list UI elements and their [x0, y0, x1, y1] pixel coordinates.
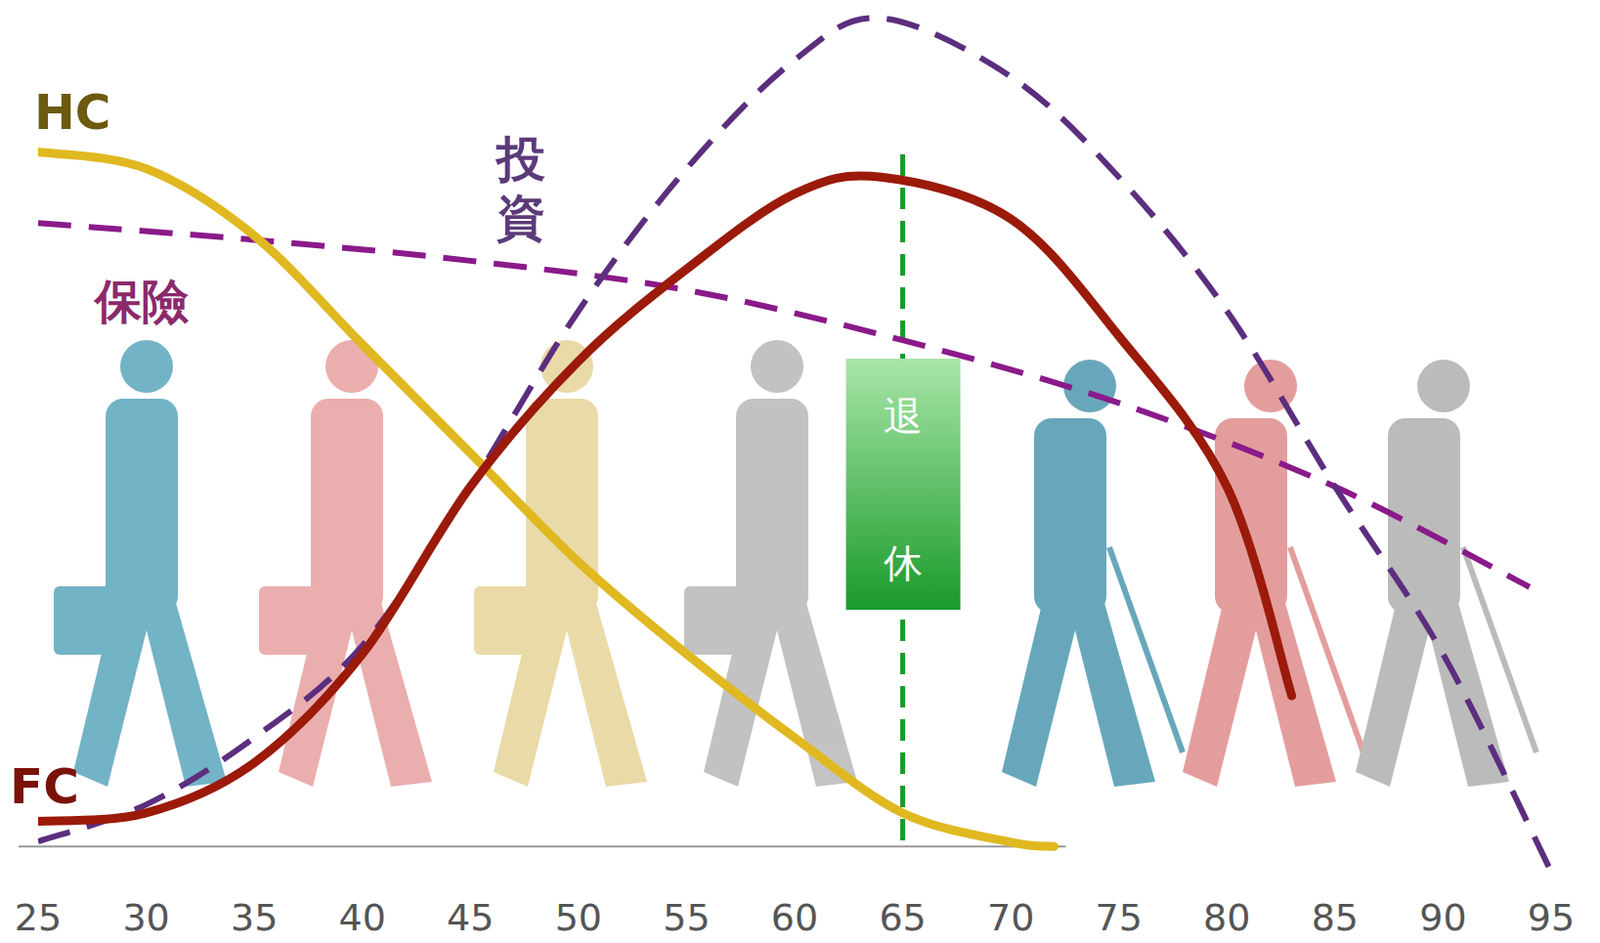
- torso: [1034, 418, 1107, 614]
- torso: [310, 398, 384, 614]
- label-char: 退: [883, 393, 923, 439]
- series-line: [38, 222, 1530, 587]
- person-silhouette: [53, 340, 227, 787]
- label-char: 資: [496, 189, 546, 247]
- cane: [1109, 547, 1183, 753]
- series-line: [38, 152, 1054, 848]
- legs: [1355, 596, 1510, 787]
- x-tick-label: 60: [771, 896, 819, 940]
- person-silhouette: [1182, 359, 1364, 787]
- retirement-label: 退休: [883, 393, 923, 586]
- head: [1417, 359, 1471, 413]
- x-tick-label: 30: [122, 896, 170, 940]
- baseline: [18, 845, 1066, 848]
- cane: [1463, 547, 1537, 753]
- head: [1244, 359, 1298, 413]
- x-tick-label: 40: [339, 896, 387, 940]
- torso: [105, 398, 178, 614]
- x-tick-label: 95: [1527, 896, 1575, 940]
- head: [540, 340, 594, 393]
- x-tick-label: 25: [14, 896, 62, 940]
- x-tick-label: 65: [878, 896, 926, 940]
- series-label: 保險: [92, 273, 189, 329]
- x-tick-label: 45: [446, 896, 494, 940]
- chart: 退休HCFC保險投資253035404550556065707580859095: [0, 0, 1600, 943]
- x-tick-label: 85: [1311, 896, 1359, 940]
- briefcase: [684, 586, 745, 655]
- legs: [1001, 596, 1156, 787]
- briefcase: [53, 586, 115, 655]
- legs: [1182, 596, 1337, 787]
- x-tick-label: 70: [987, 896, 1035, 940]
- x-tick-label: 90: [1419, 896, 1467, 940]
- person-silhouette: [1001, 359, 1183, 787]
- series-label: FC: [9, 758, 80, 816]
- x-tick-label: 55: [662, 896, 710, 940]
- x-tick-label: 50: [555, 896, 603, 940]
- person-silhouette: [474, 340, 648, 787]
- plot-area: [38, 17, 1552, 872]
- x-tick-label: 80: [1203, 896, 1251, 940]
- label-char: 休: [883, 540, 923, 586]
- cane: [1290, 547, 1364, 753]
- label-char: 投: [494, 130, 546, 188]
- retirement-box: [846, 358, 961, 610]
- head: [750, 340, 804, 393]
- torso: [735, 398, 809, 614]
- briefcase: [474, 586, 535, 655]
- torso: [525, 398, 599, 614]
- series-label: 投資: [494, 130, 546, 247]
- x-tick-label: 75: [1095, 896, 1143, 940]
- head: [120, 340, 173, 393]
- x-tick-label: 35: [230, 896, 278, 940]
- series-label: HC: [34, 84, 112, 141]
- series-line: [38, 17, 1552, 872]
- series-line: [38, 175, 1293, 822]
- torso: [1214, 418, 1288, 614]
- briefcase: [259, 586, 320, 655]
- person-silhouette: [259, 340, 433, 787]
